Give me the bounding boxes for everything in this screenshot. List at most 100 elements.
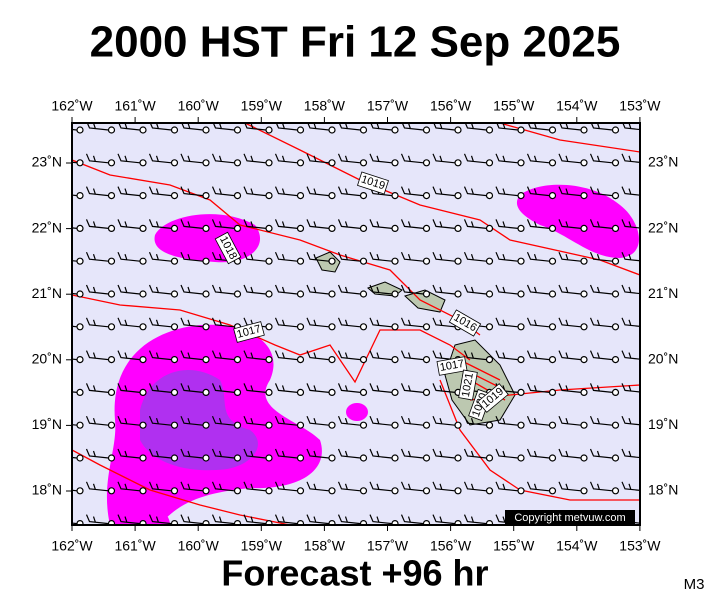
- barb-station: [422, 192, 431, 200]
- barb-station: [170, 356, 179, 364]
- barb: [180, 284, 204, 295]
- barb-station: [517, 126, 525, 134]
- barb: [495, 186, 519, 197]
- barb-station: [328, 421, 336, 429]
- barb-station: [296, 224, 305, 232]
- barb: [85, 350, 109, 361]
- barb: [274, 317, 298, 328]
- barb-station: [233, 192, 242, 200]
- barb-station: [233, 159, 242, 167]
- barb: [400, 251, 424, 262]
- barb-station: [422, 388, 431, 396]
- barb-station: [611, 257, 620, 265]
- barb-station: [107, 421, 116, 429]
- barb-station: [454, 224, 462, 232]
- barb: [369, 448, 393, 459]
- barb: [243, 514, 267, 525]
- barb-station: [202, 323, 210, 331]
- barb: [117, 153, 141, 164]
- barb: [85, 415, 109, 426]
- barb: [589, 415, 613, 426]
- barb-station: [422, 323, 431, 331]
- barb-station: [644, 127, 650, 133]
- barb: [148, 251, 172, 262]
- barb-station: [202, 126, 210, 134]
- barb: [369, 514, 393, 525]
- barb: [558, 251, 582, 262]
- barb-station: [580, 487, 588, 495]
- lat-label: 20˚N: [32, 351, 62, 367]
- barb: [306, 481, 330, 492]
- barb: [148, 448, 172, 459]
- isobar-label: 1017: [436, 356, 468, 376]
- barb: [243, 415, 267, 426]
- barb-station: [233, 520, 242, 525]
- barb: [526, 350, 550, 361]
- barb-station: [485, 356, 494, 364]
- barb: [621, 448, 640, 459]
- barb: [495, 481, 519, 492]
- barb-station: [611, 487, 620, 495]
- barb-station: [170, 159, 179, 167]
- barb: [400, 317, 424, 328]
- lat-label: 19˚N: [648, 416, 678, 432]
- barb-station: [76, 290, 84, 298]
- barb-station: [139, 224, 147, 232]
- barb-station: [517, 323, 525, 331]
- barb: [274, 186, 298, 197]
- barb: [369, 415, 393, 426]
- lat-label: 22˚N: [32, 219, 62, 235]
- barb: [148, 284, 172, 295]
- barb: [274, 153, 298, 164]
- barb: [274, 350, 298, 361]
- barb: [211, 514, 235, 525]
- barb-station: [202, 290, 210, 298]
- barb-station: [548, 388, 557, 396]
- barb-station: [265, 454, 273, 462]
- barb: [337, 350, 361, 361]
- barb: [526, 448, 550, 459]
- barb-station: [548, 421, 557, 429]
- barb: [526, 383, 550, 393]
- lat-label: 23˚N: [32, 154, 62, 170]
- barb-station: [233, 126, 242, 134]
- barb-station: [170, 290, 179, 298]
- barb: [558, 350, 582, 361]
- barb-station: [170, 421, 179, 429]
- barb-station: [485, 520, 494, 525]
- barb: [117, 448, 141, 459]
- barb: [369, 251, 393, 262]
- barb-station: [454, 520, 462, 525]
- barb: [337, 251, 361, 262]
- barb-station: [644, 258, 650, 264]
- barb-station: [422, 520, 431, 525]
- barb-station: [107, 388, 116, 396]
- barb: [85, 186, 109, 197]
- barb: [495, 317, 519, 328]
- barb-station: [170, 257, 179, 265]
- barb-station: [328, 323, 336, 331]
- barb-station: [296, 257, 305, 265]
- barb-station: [359, 421, 368, 429]
- barb: [148, 350, 172, 361]
- barb: [526, 415, 550, 426]
- lon-label: 160˚W: [178, 538, 220, 554]
- barb-station: [233, 454, 242, 462]
- barb-station: [580, 192, 588, 200]
- barb: [495, 284, 519, 295]
- barb: [274, 383, 298, 393]
- copyright: Copyright metvuw.com: [514, 512, 625, 524]
- barb: [432, 317, 456, 328]
- barb-station: [611, 126, 620, 134]
- barb-station: [359, 454, 368, 462]
- barb: [117, 317, 141, 328]
- lon-label: 160˚W: [178, 98, 220, 114]
- barb-station: [517, 257, 525, 265]
- model-label: M3: [684, 576, 705, 593]
- barb: [243, 284, 267, 295]
- map-area: [71, 122, 650, 526]
- barb-station: [548, 290, 557, 298]
- barb-station: [76, 421, 84, 429]
- barb-station: [328, 159, 336, 167]
- barb: [337, 186, 361, 197]
